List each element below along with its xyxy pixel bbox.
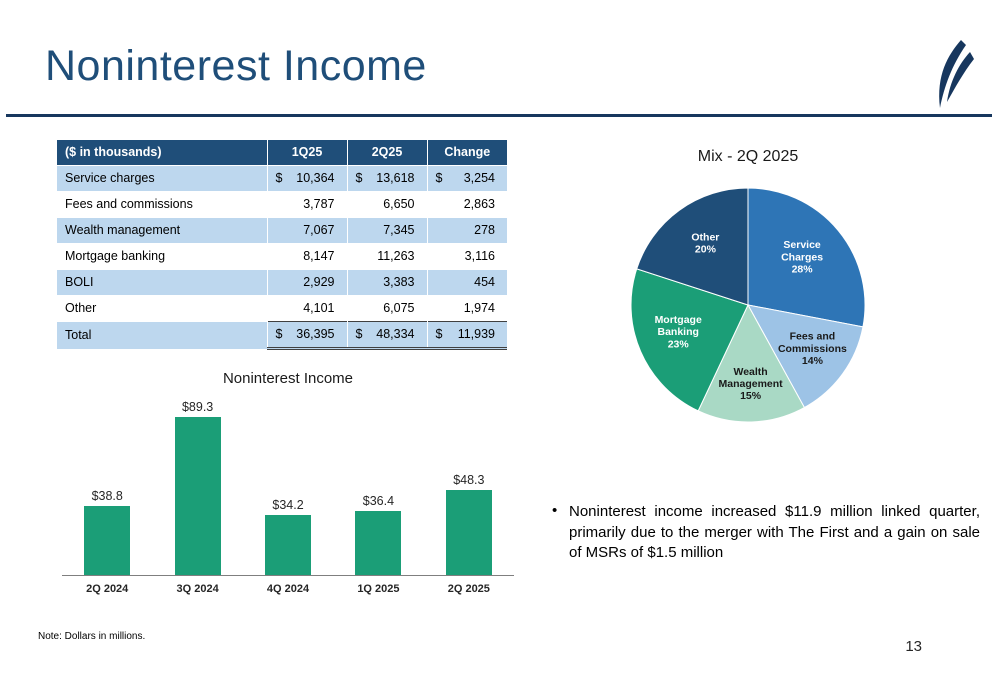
table-row: Mortgage banking 8,147 11,263 3,116 (57, 243, 507, 270)
pie-slice-label: Mortgage Banking 23% (655, 314, 702, 350)
table-header-cell: 1Q25 (266, 140, 347, 166)
row-value-cell: $36,395 (266, 321, 347, 350)
row-value-cell: 1,974 (426, 295, 507, 322)
bar-chart-title: Noninterest Income (222, 370, 354, 387)
bar (355, 510, 402, 575)
table-header-units: ($ in thousands) (57, 140, 267, 166)
row-value-cell: 8,147 (266, 243, 347, 270)
bar-value-label: $38.8 (91, 489, 123, 504)
row-value-cell: 6,650 (346, 191, 427, 218)
row-value-cell: 454 (426, 269, 507, 296)
row-value-cell: 4,101 (266, 295, 347, 322)
bar (265, 514, 312, 575)
noninterest-income-table: ($ in thousands) 1Q25 2Q25 Change Service c… (57, 140, 507, 350)
title-divider (6, 114, 992, 117)
row-value-cell: 7,067 (266, 217, 347, 244)
bar-category-label: 3Q 2024 (176, 583, 219, 595)
commentary-text: Noninterest income increased $11.9 milli… (569, 503, 980, 562)
row-value-cell: 3,383 (346, 269, 427, 296)
pie-slice-label: Wealth Management 15% (719, 366, 784, 402)
bar-group: $36.4 (333, 494, 423, 575)
bar-category-label: 1Q 2025 (357, 583, 400, 595)
table-header-cell: Change (426, 140, 507, 166)
bar (84, 506, 131, 575)
footnote: Note: Dollars in millions. (38, 631, 146, 642)
bar (174, 417, 221, 575)
bar-value-label: $36.4 (362, 493, 395, 508)
row-value-cell: $10,364 (266, 165, 347, 192)
row-value-cell: 3,116 (426, 243, 507, 270)
pie-slice (636, 187, 749, 306)
row-value-cell: 6,075 (346, 295, 427, 322)
bar-group: $89.3 (152, 400, 242, 575)
row-value-cell: $48,334 (346, 321, 427, 350)
bar-group: $48.3 (424, 472, 514, 575)
pie-slice-label: Other 20% (691, 231, 719, 255)
income-table-header: ($ in thousands) 1Q25 2Q25 Change (57, 140, 507, 166)
page-title: Noninterest Income (45, 42, 427, 90)
pie-chart-svg: Service Charges 28% Fees and Commissions 14%W… (630, 187, 866, 423)
table-row: Other 4,101 6,075 1,974 (57, 295, 507, 322)
row-value-cell: $13,618 (346, 165, 427, 192)
row-value-cell: 3,787 (266, 191, 347, 218)
row-label-cell: BOLI (65, 275, 94, 289)
table-row: Fees and commissions 3,787 6,650 2,863 (57, 191, 507, 218)
bar-value-label: $34.2 (272, 497, 304, 512)
bar-group: $38.8 (62, 489, 152, 575)
bar-chart-bars: $38.8 $89.3 $34.2 $36.4 $48.3 (62, 397, 514, 575)
bar-chart: Noninterest Income $38.8 $89.3 $34.2 $36.4 $… (62, 370, 514, 595)
row-label-cell: Mortgage banking (65, 249, 166, 263)
row-value-cell: 2,929 (266, 269, 347, 296)
pie-slice (747, 187, 866, 328)
table-row: BOLI 2,929 3,383 454 (57, 269, 507, 296)
bar-value-label: $89.3 (181, 400, 214, 414)
pie-slice-label: Fees and Commissions 14% (778, 331, 847, 367)
row-label-cell: Wealth management (65, 223, 181, 237)
pie-slice-label: Service Charges 28% (781, 239, 823, 275)
pie-chart: Mix - 2Q 2025 Service Charges 28% Fees and C… (590, 148, 906, 426)
row-value-cell: 7,345 (346, 217, 427, 244)
row-label-cell: Total (65, 327, 92, 342)
table-row: Service charges $10,364 $13,618 $3,254 (57, 165, 507, 192)
pie-slice (630, 268, 749, 412)
row-value-cell: 2,863 (426, 191, 507, 218)
company-logo-swoosh-icon (939, 40, 974, 108)
pie-chart-title: Mix - 2Q 2025 (697, 148, 799, 165)
table-header-row: ($ in thousands) 1Q25 2Q25 Change (57, 140, 507, 166)
income-table-body: Service charges $10,364 $13,618 $3,254 Fees … (57, 165, 507, 350)
bar-category-label: 2Q 2025 (447, 583, 490, 595)
table-row-total: Total $36,395 $48,334 $11,939 (57, 321, 507, 350)
row-value-cell: 11,263 (346, 243, 427, 270)
bar-category-label: 2Q 2024 (86, 583, 129, 595)
row-label-cell: Fees and commissions (65, 197, 193, 211)
bar-value-label: $48.3 (453, 472, 485, 487)
bar-group: $34.2 (243, 497, 333, 575)
row-value-cell: $3,254 (426, 165, 507, 192)
bar-category-label: 4Q 2024 (266, 583, 310, 595)
table-header-cell: 2Q25 (346, 140, 427, 166)
bar (445, 489, 492, 575)
row-value-cell: $11,939 (426, 321, 507, 350)
page-number: 13 (905, 638, 922, 655)
row-label-cell: Service charges (65, 171, 155, 185)
row-label-cell: Other (65, 301, 97, 315)
table-row: Wealth management 7,067 7,345 278 (57, 217, 507, 244)
bullet-marker-icon: • (552, 502, 558, 519)
bar-chart-x-axis: 2Q 2024 3Q 2024 4Q 2024 1Q 2025 2Q 2025 (62, 575, 514, 595)
commentary-bullet: • Noninterest income increased $11.9 mil… (552, 502, 980, 564)
pie-slice (747, 304, 864, 409)
row-value-cell: 278 (426, 217, 507, 244)
pie-slice (697, 303, 806, 423)
